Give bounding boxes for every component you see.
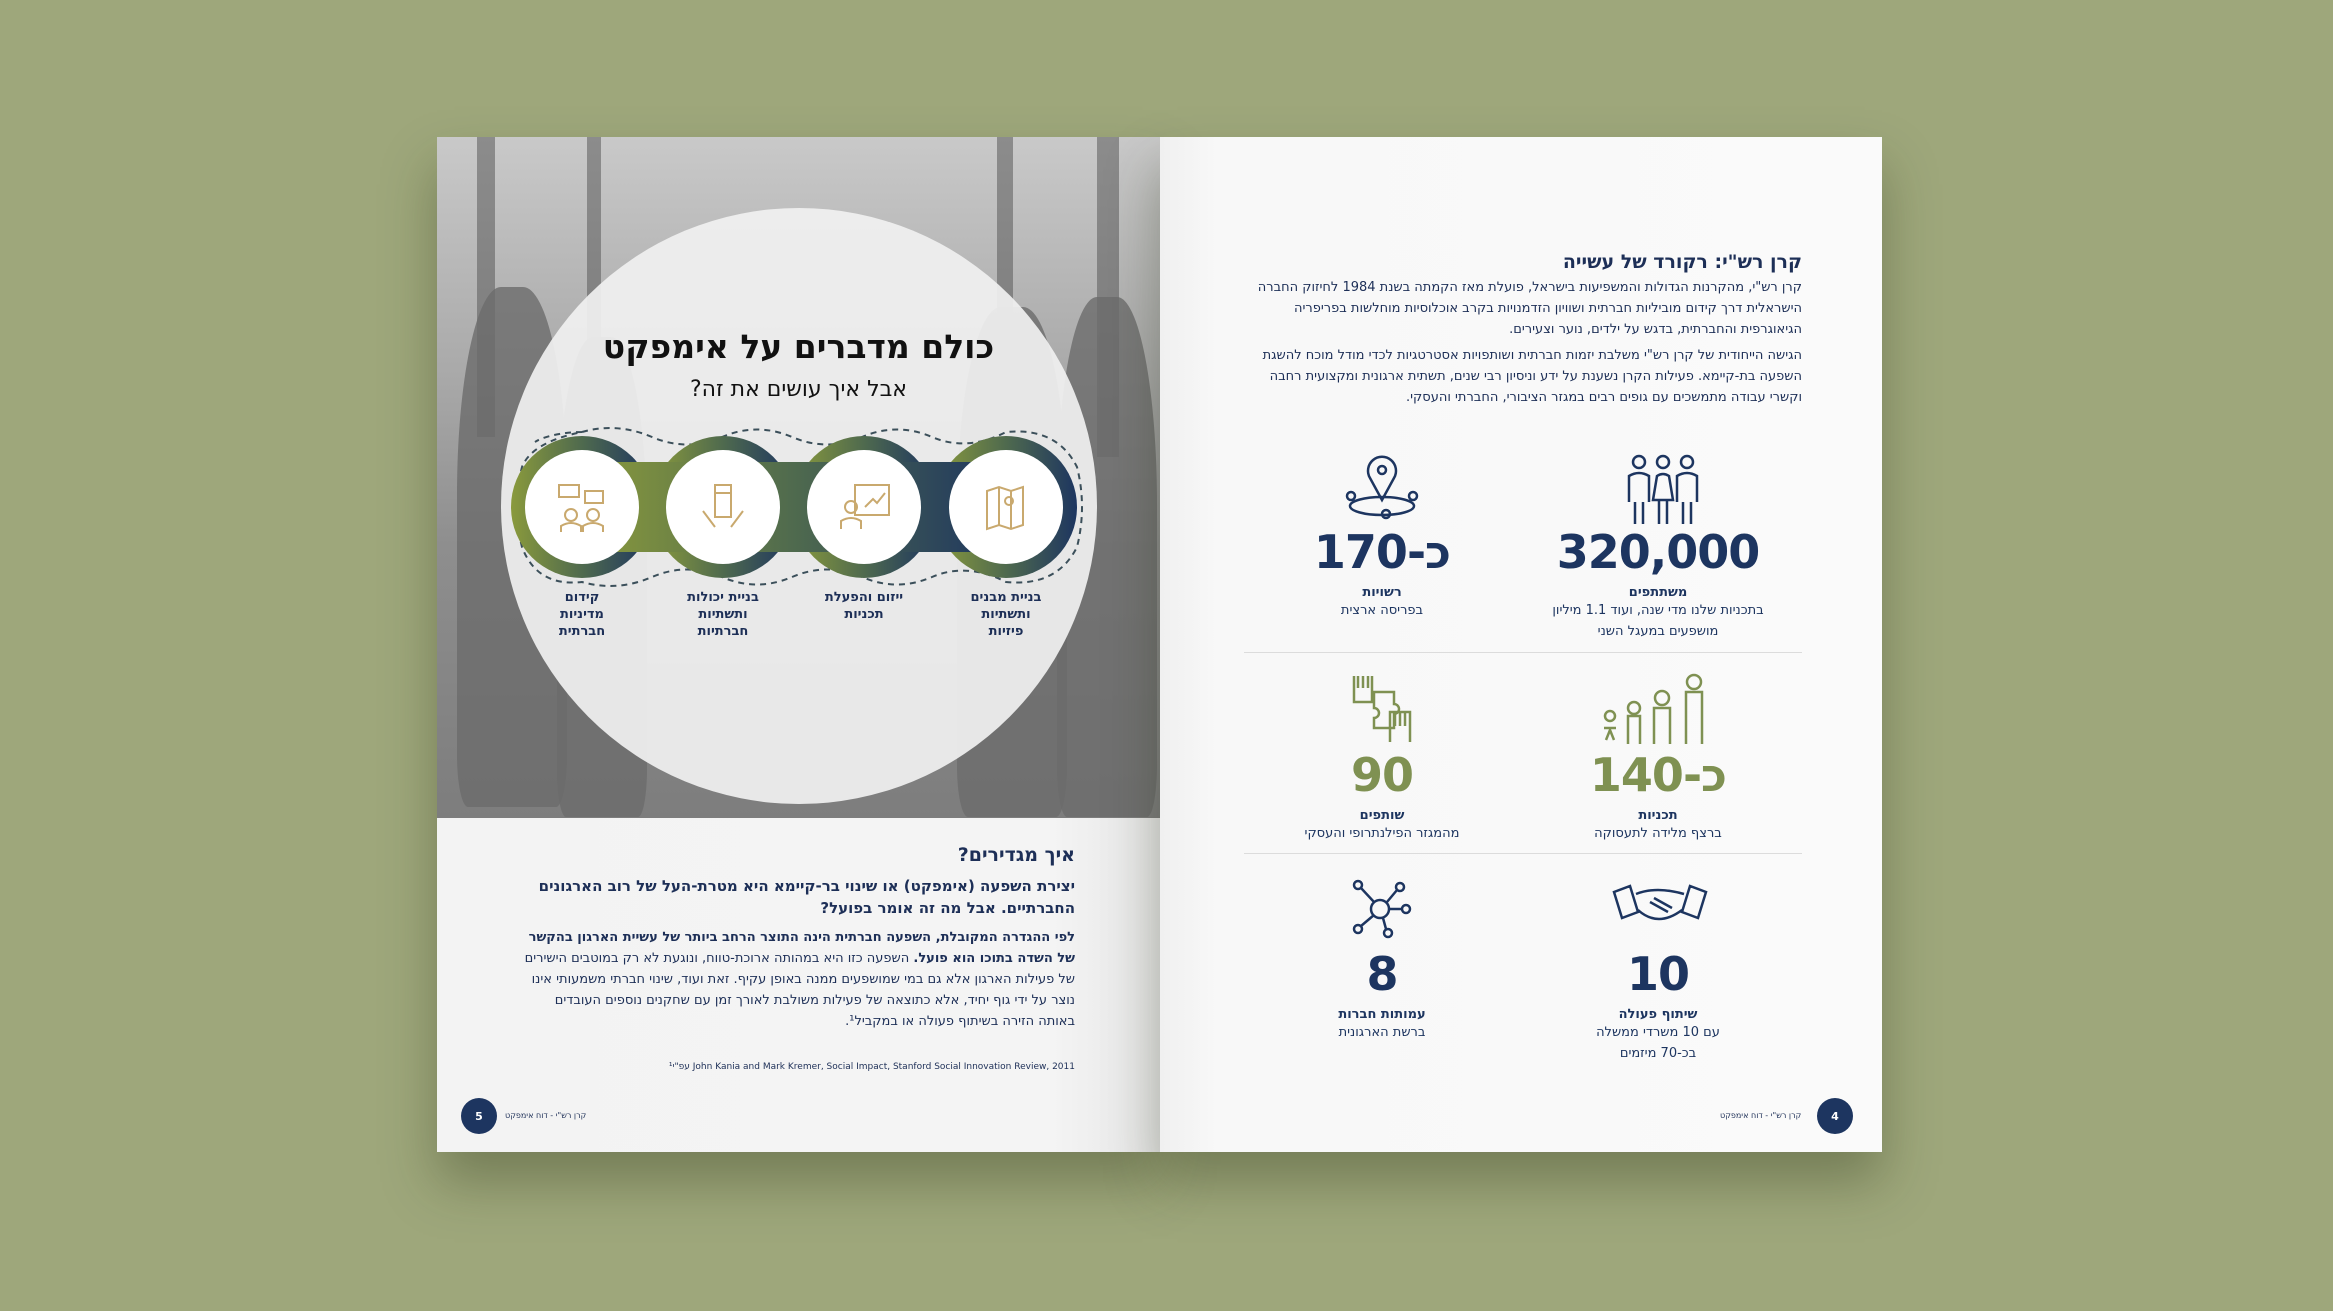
step-label-capacity: בניית יכולות ותשתיות חברתיות: [687, 590, 759, 639]
stat-number: 320,000: [1556, 525, 1761, 579]
stat-programs: כ-140 תכניות ברצף מלידה לתעסוקה: [1528, 750, 1788, 844]
running-title: קרן רש"י - דוח אימפקט: [1720, 1111, 1802, 1120]
stat-sub: בפריסה ארצית: [1340, 603, 1424, 618]
stat-sub: מהמגזר הפילנתרופי והעסקי: [1304, 826, 1460, 841]
growth-family-icon: [1603, 673, 1704, 744]
process-band: [511, 427, 1083, 587]
stat-number: כ-170: [1313, 525, 1451, 579]
page-number: 5: [461, 1098, 497, 1134]
stat-sub: ברצף מלידה לתעסוקה: [1594, 826, 1722, 841]
stat-sub: ברשת הארגונית: [1338, 1025, 1426, 1040]
footnote: ¹עפ"י John Kania and Mark Kremer, Social…: [668, 1062, 1075, 1072]
stat-partners: 90 שותפים מהמגזר הפילנתרופי והעסקי: [1252, 750, 1512, 844]
step-label-programs: ייזום והפעלת תכניות: [824, 590, 904, 622]
running-title: קרן רש"י - דוח אימפקט: [505, 1111, 587, 1120]
puzzle-hands-icon: [1352, 676, 1412, 742]
stat-label: שיתוף פעולה: [1618, 1007, 1698, 1022]
stat-number: 10: [1626, 947, 1690, 1001]
left-page: כולם מדברים על אימפקט אבל איך עושים את ז…: [437, 137, 1160, 1152]
stat-label: תכניות: [1638, 808, 1678, 823]
body-text: השפעה כזו היא במהותה ארוכת-טווח, ונוגעת …: [524, 951, 1075, 1029]
map-pin-icon: [986, 485, 1024, 531]
dialogue-people-icon: [558, 484, 604, 532]
location-network-icon: [1345, 455, 1419, 520]
handshake-icon: [1612, 884, 1708, 921]
section-heading: קרן רש"י: רקורד של עשייה: [1562, 251, 1802, 273]
step-label-policy: קידום מדיניות חברתית: [558, 590, 606, 639]
page-number: 4: [1817, 1098, 1853, 1134]
divider: [1244, 853, 1802, 854]
stat-label: שותפים: [1359, 808, 1405, 823]
lead-paragraph: יצירת השפעה (אימפקט) או שינוי בר-קיימא ה…: [538, 877, 1075, 917]
stat-participants: 320,000 משתתפים בתכניות שלנו מדי שנה, וע…: [1528, 527, 1788, 642]
stat-sub: בתכניות שלנו מדי שנה, ועוד 1.1 מיליון מו…: [1552, 603, 1764, 639]
network-hub-icon: [1352, 879, 1412, 939]
intro-paragraph-1: קרן רש"י, מהקרנות הגדולות והמשפיעות בישר…: [1257, 280, 1802, 337]
stat-municipalities: כ-170 רשויות בפריסה ארצית: [1252, 527, 1512, 621]
stat-number: 90: [1350, 748, 1414, 802]
intro-paragraph-2: הגישה הייחודית של קרן רש"י משלבת יזמות ח…: [1262, 348, 1802, 405]
body-bold: לפי ההגדרה המקובלת, השפעה חברתית הינה הת…: [528, 930, 1075, 966]
stat-sub: עם 10 משרדי ממשלה בכ-70 מיזמים: [1596, 1025, 1720, 1061]
stat-label: משתתפים: [1628, 585, 1688, 600]
stat-number: 8: [1366, 947, 1398, 1001]
right-page: קרן רש"י: רקורד של עשייה קרן רש"י, מהקרנ…: [1160, 137, 1882, 1152]
body-paragraph: לפי ההגדרה המקובלת, השפעה חברתית הינה הת…: [517, 927, 1075, 1032]
stat-member-orgs: 8 עמותות חברות ברשת הארגונית: [1252, 949, 1512, 1043]
stat-label: רשויות: [1362, 585, 1402, 600]
group-people-icon: [1627, 454, 1699, 524]
page-title: כולם מדברים על אימפקט: [602, 327, 995, 366]
joined-hands-icon: [702, 484, 744, 528]
stat-number: כ-140: [1589, 748, 1727, 802]
page-subtitle: אבל איך עושים את זה?: [689, 377, 908, 402]
divider: [1244, 652, 1802, 653]
stat-label: עמותות חברות: [1338, 1007, 1426, 1022]
step-label-infrastructure: בניית מבנים ותשתיות פיזיות: [970, 590, 1042, 639]
presenter-chart-icon: [840, 484, 890, 529]
section-heading: איך מגדירים?: [957, 844, 1075, 866]
stat-government: 10 שיתוף פעולה עם 10 משרדי ממשלה בכ-70 מ…: [1528, 949, 1788, 1064]
